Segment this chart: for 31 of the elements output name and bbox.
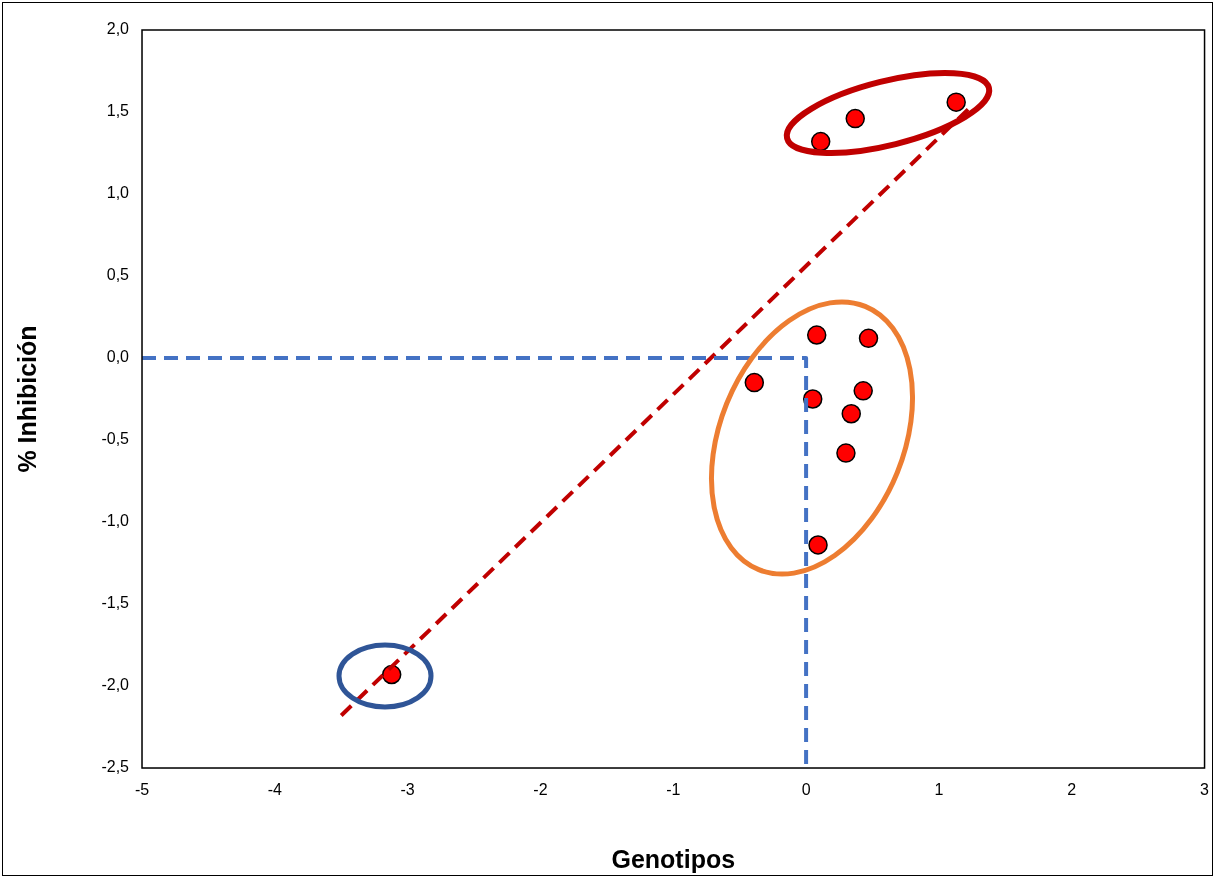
point	[853, 381, 873, 401]
point	[845, 108, 865, 129]
point	[858, 328, 879, 349]
point	[744, 372, 765, 393]
y-tick-label: 2,0	[106, 20, 130, 38]
y-tick-label: -2,0	[101, 676, 130, 694]
x-tick-label: 2	[1067, 781, 1077, 799]
y-tick-label: -1,0	[101, 512, 130, 530]
x-tick-label: -2	[533, 781, 548, 799]
y-tick-label: -0,5	[101, 430, 130, 448]
y-tick-label: -1,5	[101, 594, 130, 612]
point	[808, 535, 828, 555]
point	[841, 404, 861, 424]
point	[806, 325, 827, 345]
x-tick-label: 0	[801, 781, 811, 799]
y-tick-label: 0,0	[106, 348, 130, 366]
y-tick-label: 1,0	[106, 184, 130, 202]
y-tick-label: -2,5	[101, 758, 130, 776]
point	[836, 443, 856, 463]
x-tick-label: -3	[400, 781, 415, 799]
y-axis-title: % Inhibición	[12, 325, 41, 473]
point	[946, 92, 966, 112]
point	[810, 131, 831, 152]
x-axis-title: Genotipos	[611, 844, 736, 873]
x-tick-label: -4	[267, 781, 283, 799]
x-tick-label: 1	[934, 781, 944, 799]
x-tick-label: 3	[1200, 781, 1210, 799]
x-tick-label: -1	[666, 781, 681, 799]
y-tick-label: 0,5	[106, 266, 130, 284]
x-tick-label: -5	[134, 781, 150, 799]
y-tick-label: 1,5	[106, 102, 130, 120]
